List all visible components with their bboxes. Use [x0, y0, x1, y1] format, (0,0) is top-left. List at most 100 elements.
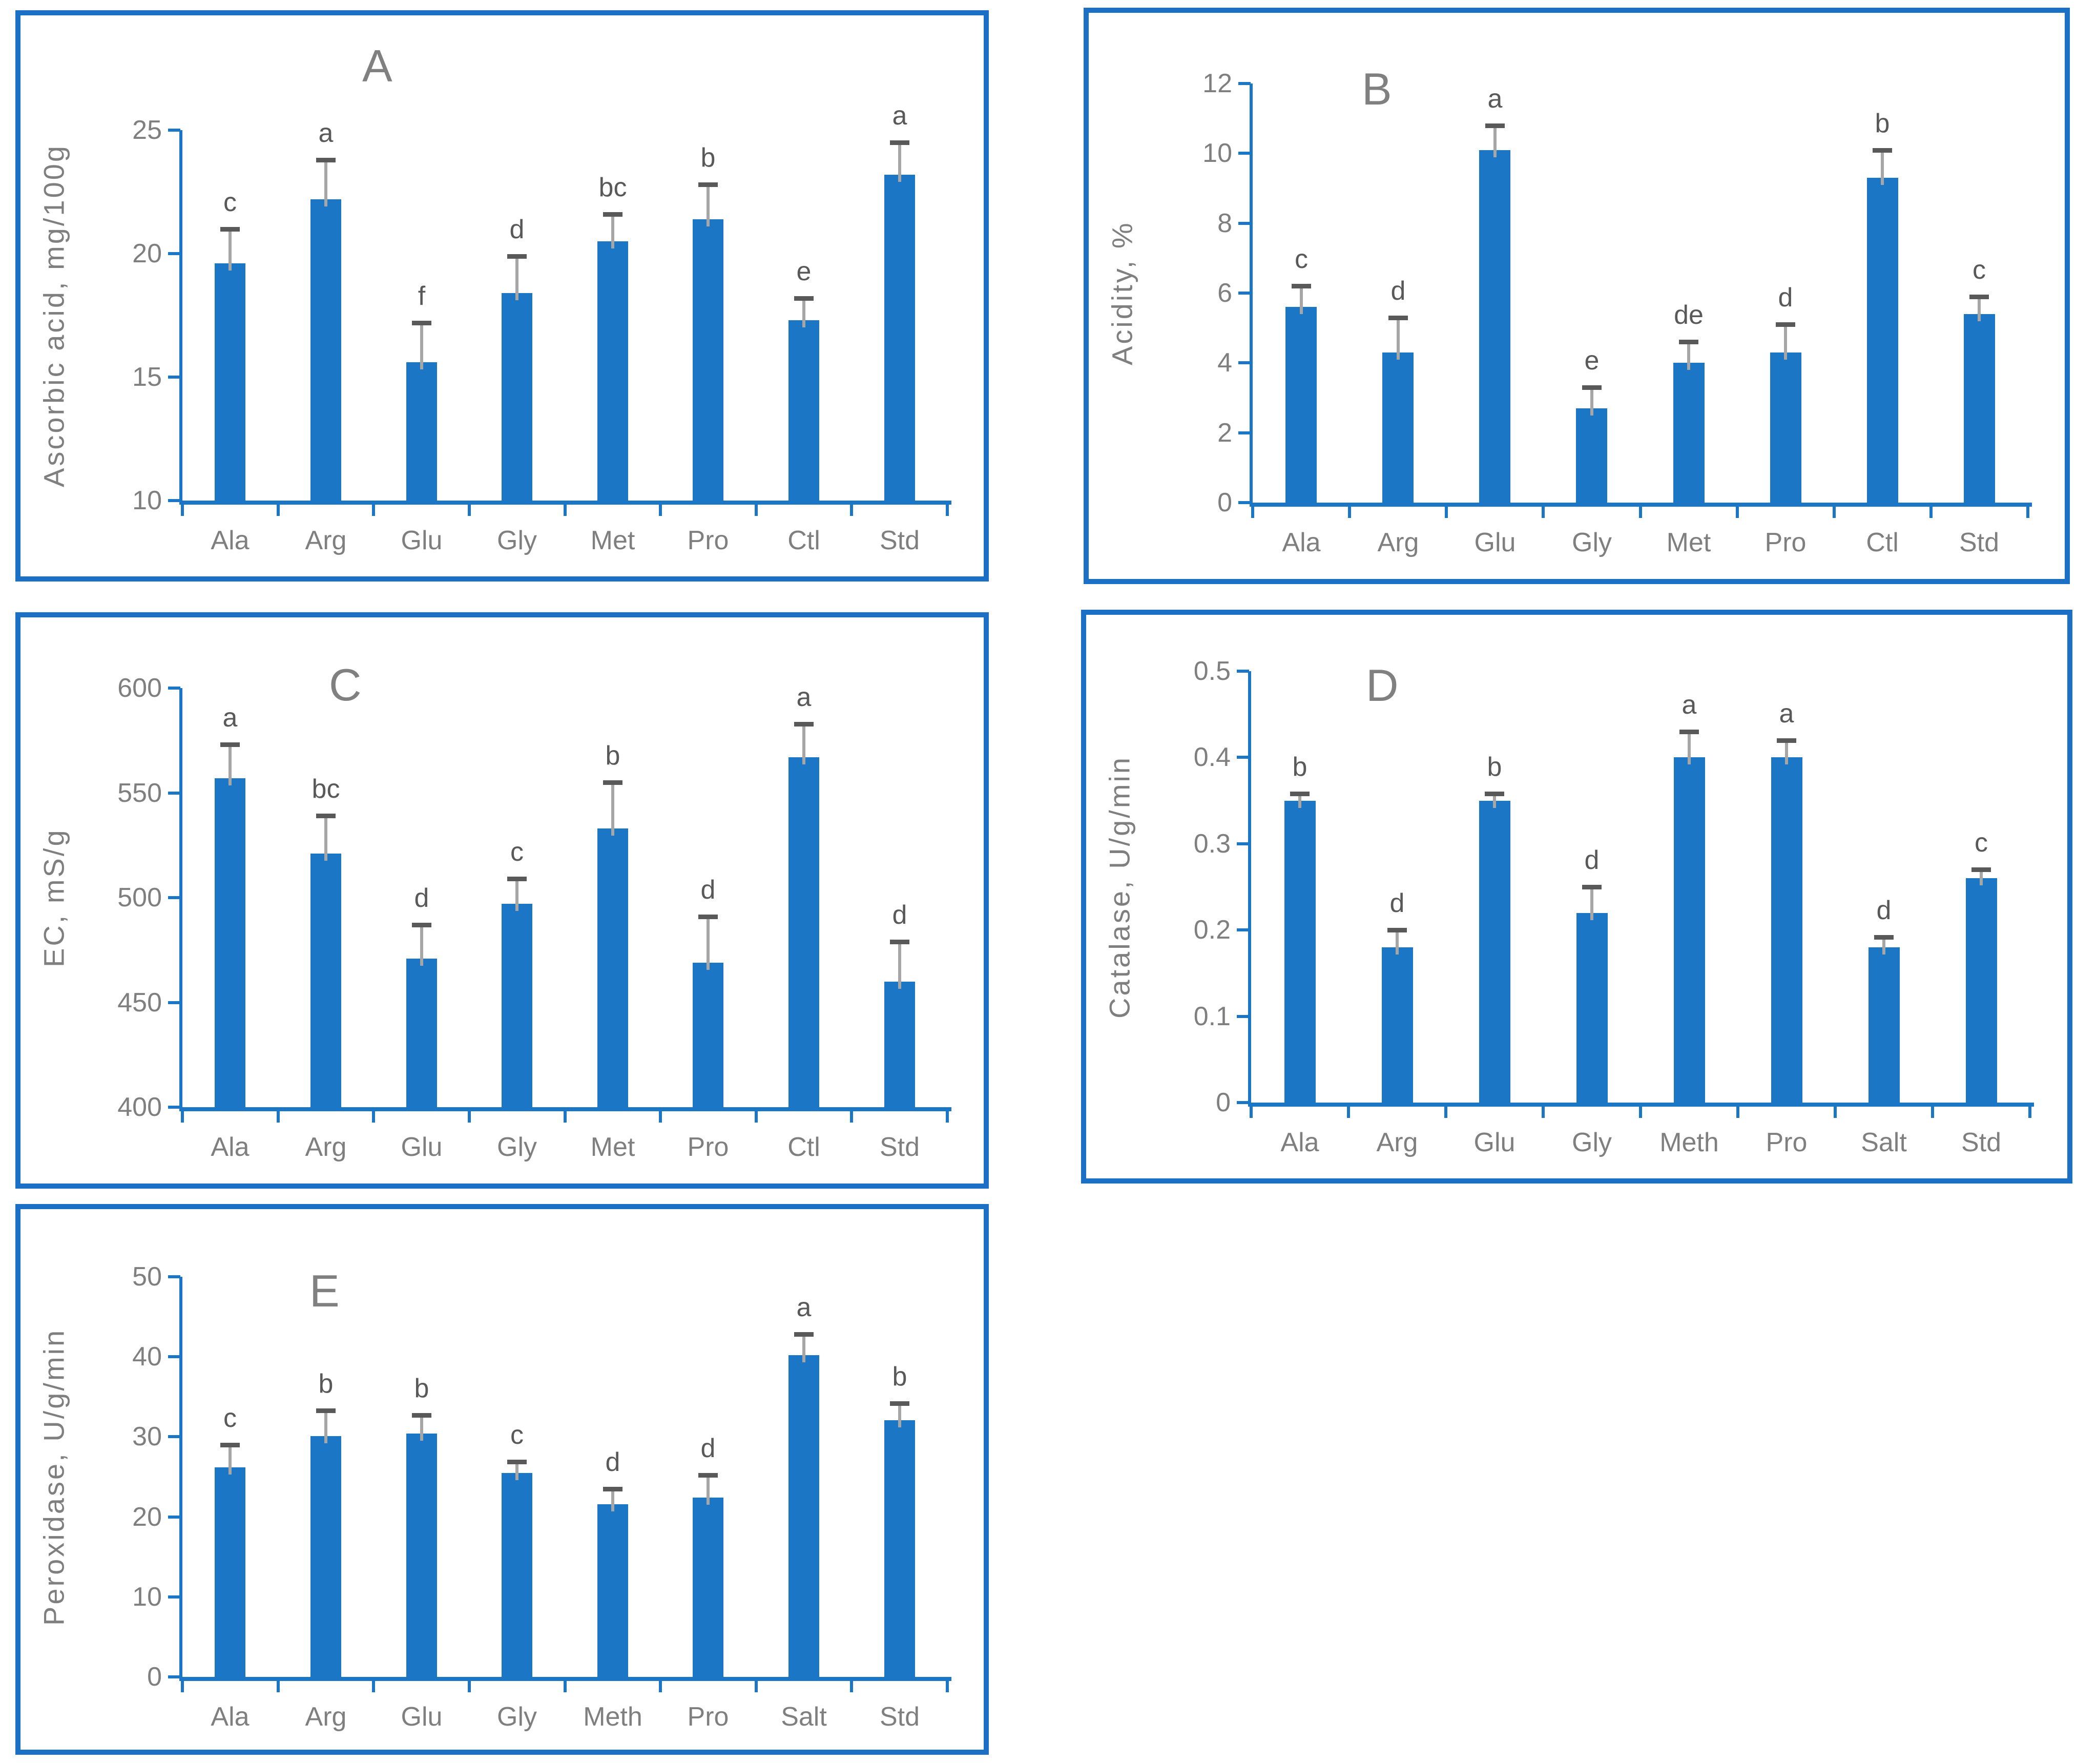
error-bar-line: [1300, 286, 1303, 314]
x-axis-category-label: Gly: [1572, 1128, 1612, 1157]
error-bar-cap: [698, 182, 718, 187]
error-bar-cap: [1485, 123, 1505, 128]
x-axis-tick: [1639, 506, 1642, 518]
significance-letter: d: [509, 215, 525, 244]
chart-plot-region: B Acidity, % 0 2 4 6 8 10 12 c Ala d Arg a Glu e Gly de Me…: [1089, 13, 2065, 579]
bar-Glu: [1479, 801, 1510, 1103]
y-axis-tick: [1237, 842, 1249, 845]
bar-Glu: [406, 362, 437, 501]
error-bar-line: [1785, 740, 1788, 764]
x-axis-tick: [468, 1110, 471, 1123]
y-axis-tick-label: 600: [117, 673, 162, 703]
y-axis-tick: [1238, 431, 1251, 434]
error-bar-cap: [220, 1443, 240, 1447]
x-axis-category-label: Glu: [401, 1132, 443, 1162]
error-bar-line: [1881, 150, 1884, 185]
bar-Arg: [310, 199, 341, 501]
x-axis-tick: [2028, 1106, 2031, 1118]
x-axis-tick: [755, 504, 758, 516]
significance-letter: a: [318, 118, 334, 148]
x-axis-tick: [1736, 506, 1739, 518]
error-bar-line: [1688, 732, 1691, 764]
significance-letter: b: [605, 741, 620, 771]
error-bar-line: [1590, 387, 1593, 416]
error-bar-cap: [507, 254, 527, 259]
x-axis-category-label: Pro: [1764, 528, 1807, 557]
significance-letter: d: [1389, 888, 1405, 918]
x-axis-tick: [1931, 1106, 1934, 1118]
significance-letter: d: [1390, 276, 1406, 306]
y-axis-tick-label: 500: [117, 883, 162, 912]
error-bar-cap: [603, 212, 622, 217]
error-bar-cap: [1777, 738, 1796, 743]
error-bar-cap: [1971, 867, 1991, 872]
significance-letter: d: [700, 1434, 716, 1463]
significance-letter: c: [1973, 255, 1986, 285]
x-axis-tick: [1348, 506, 1351, 518]
error-bar-cap: [1969, 295, 1989, 299]
x-axis-category-label: Pro: [687, 526, 729, 555]
error-bar-line: [420, 323, 423, 369]
bar-Arg: [310, 854, 341, 1107]
error-bar-cap: [316, 814, 336, 818]
y-axis-tick-label: 400: [117, 1092, 162, 1122]
x-axis-tick: [1833, 506, 1836, 518]
significance-letter: d: [1584, 845, 1600, 875]
error-bar-line: [515, 1462, 518, 1480]
y-axis-tick-label: 4: [1217, 348, 1232, 378]
error-bar-line: [898, 142, 901, 182]
panel-letter-B: B: [1362, 64, 1392, 114]
x-axis-tick: [564, 1680, 567, 1692]
y-axis-tick: [1238, 501, 1251, 504]
y-axis-tick: [1237, 1015, 1249, 1018]
y-axis-tick: [168, 1516, 180, 1519]
error-bar-cap: [220, 742, 240, 747]
bar-Gly: [502, 1473, 532, 1677]
y-axis-tick: [1237, 670, 1249, 673]
significance-letter: b: [1292, 752, 1307, 782]
error-bar-cap: [1679, 730, 1699, 734]
bar-Arg: [310, 1436, 341, 1677]
x-axis-category-label: Pro: [1766, 1128, 1808, 1157]
x-axis-tick: [946, 1680, 949, 1692]
significance-letter: d: [414, 883, 429, 913]
error-bar-line: [324, 816, 327, 861]
x-axis-tick: [468, 1680, 471, 1692]
significance-letter: a: [1779, 699, 1794, 729]
error-bar-cap: [1582, 885, 1602, 889]
bar-Salt: [788, 1355, 819, 1677]
x-axis-category-label: Arg: [305, 1702, 347, 1732]
x-axis-tick: [659, 1110, 662, 1123]
y-axis-tick: [168, 252, 180, 255]
significance-letter: e: [1584, 346, 1600, 376]
error-bar-line: [324, 1410, 327, 1443]
x-axis-category-label: Std: [1961, 1128, 2002, 1157]
error-bar-cap: [794, 1332, 814, 1337]
x-axis-line: [1250, 503, 2032, 507]
significance-letter: bc: [312, 774, 340, 804]
x-axis-category-label: Arg: [305, 526, 347, 555]
x-axis-category-label: Pro: [687, 1132, 729, 1162]
y-axis-tick-label: 10: [132, 1582, 162, 1612]
error-bar-line: [1493, 794, 1496, 808]
x-axis-category-label: Std: [879, 526, 920, 555]
y-axis-tick-label: 20: [132, 1502, 162, 1532]
panel-letter-D: D: [1366, 660, 1399, 711]
error-bar-cap: [220, 227, 240, 232]
panel-letter-E: E: [309, 1265, 340, 1316]
x-axis-tick: [1542, 1106, 1545, 1118]
bar-Met: [597, 241, 628, 501]
x-axis-tick: [1250, 1106, 1253, 1118]
chart-panel-C: C EC, mS/g 400 450 500 550 600 a Ala bc Arg d Glu c Gl…: [15, 612, 989, 1189]
error-bar-line: [707, 1475, 710, 1505]
error-bar-line: [611, 1489, 614, 1511]
significance-letter: b: [1875, 109, 1890, 138]
x-axis-category-label: Glu: [1474, 528, 1516, 557]
x-axis-tick: [1929, 506, 1933, 518]
panel-letter-C: C: [329, 659, 362, 710]
x-axis-line: [179, 1677, 951, 1681]
significance-letter: a: [1681, 690, 1697, 720]
x-axis-category-label: Met: [1666, 528, 1711, 557]
y-axis-tick: [1238, 152, 1251, 155]
chart-panel-D: D Catalase, U/g/min 0 0.1 0.2 0.3 0.4 0.5 b Ala d A…: [1081, 610, 2072, 1184]
